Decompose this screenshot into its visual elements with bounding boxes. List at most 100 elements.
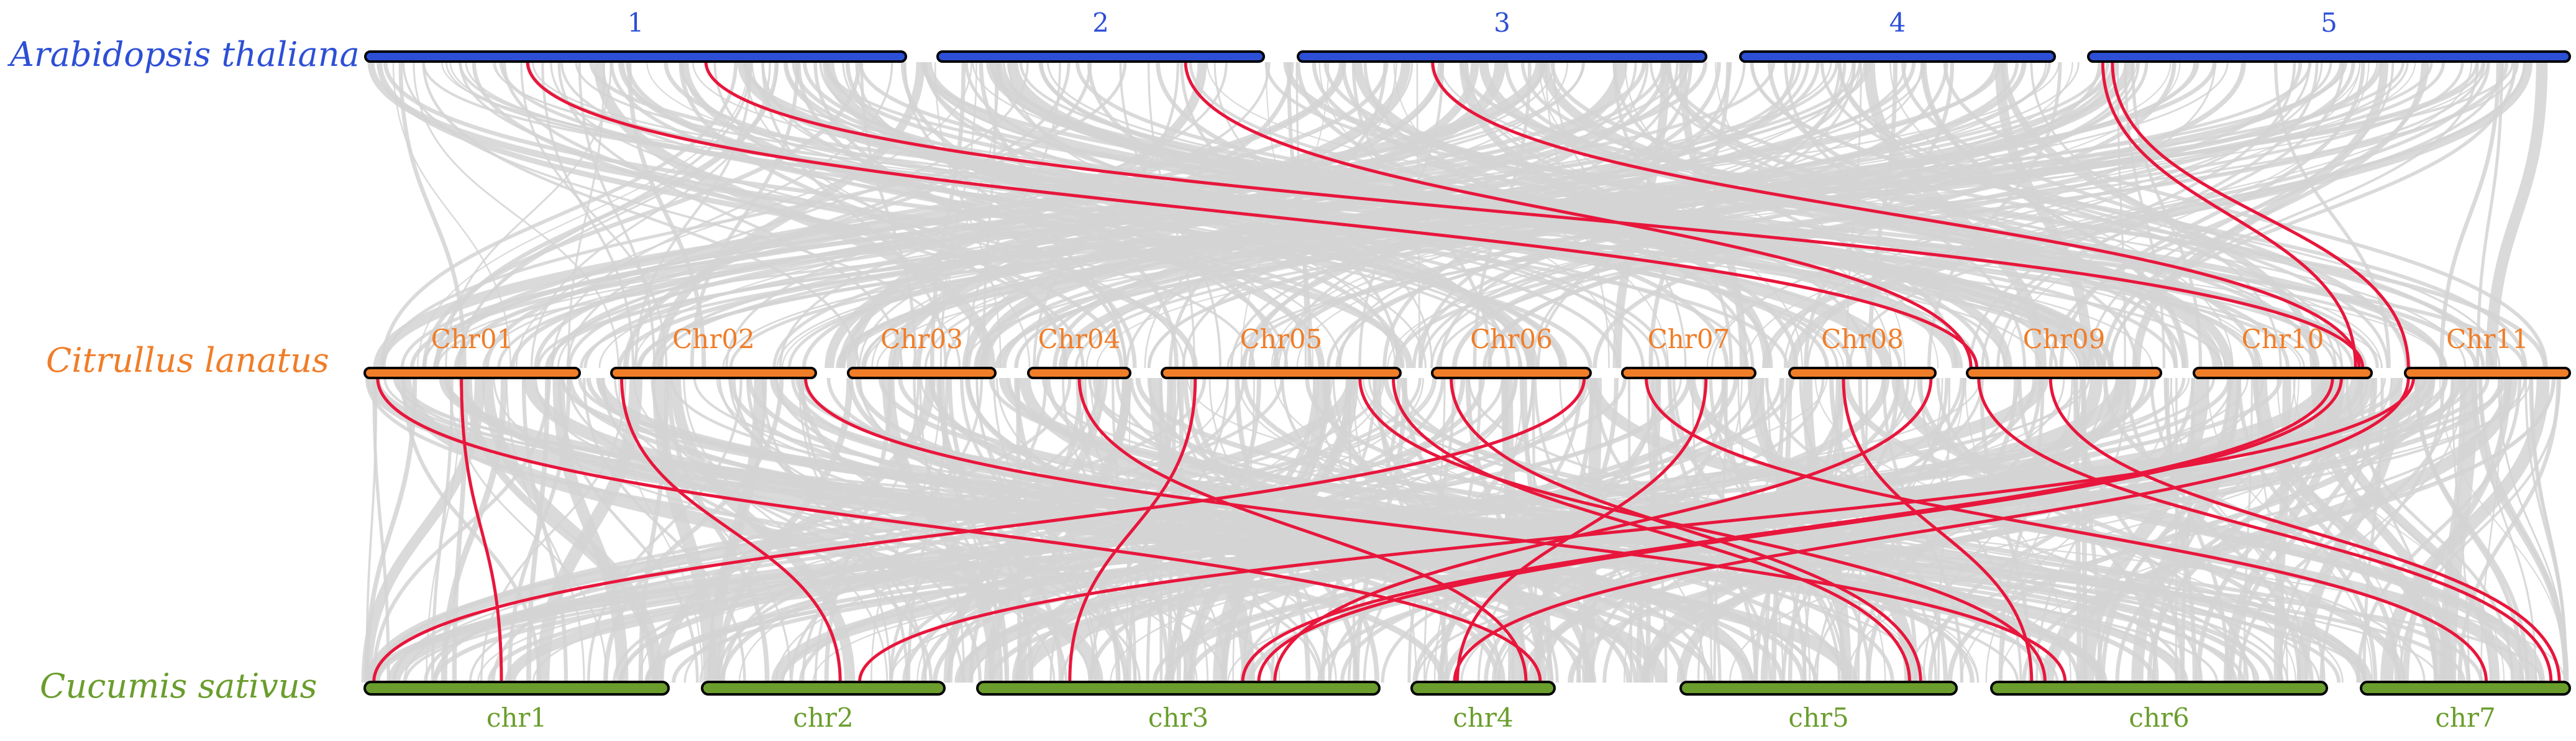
chromosome-bar-1: [364, 50, 907, 63]
background-link: [400, 62, 1776, 369]
background-link: [2206, 377, 2373, 683]
background-link: [1323, 62, 2290, 369]
background-link: [1019, 377, 1753, 683]
background-link: [801, 377, 909, 683]
background-link: [2323, 377, 2500, 683]
background-link: [790, 377, 1108, 683]
highlighted-link: [1273, 377, 1933, 683]
background-link: [1235, 377, 1311, 683]
chromosome-label-chr6: chr6: [2129, 702, 2189, 733]
chromosome-bar-chr1: [363, 681, 670, 696]
background-link: [2362, 377, 2384, 683]
highlighted-link: [858, 377, 2415, 683]
background-link: [550, 62, 1185, 369]
background-link: [2414, 377, 2524, 683]
chromosome-bar-chr09: [1966, 367, 2162, 379]
background-link: [2017, 377, 2159, 683]
chromosome-label-5: 5: [2321, 7, 2337, 38]
chromosome-label-chr11: Chr11: [2446, 324, 2529, 354]
chromosome-label-chr07: Chr07: [1648, 324, 1730, 354]
background-link: [934, 62, 1002, 369]
background-link: [920, 62, 2478, 369]
highlighted-link: [1358, 377, 2047, 683]
highlighted-link: [376, 377, 1542, 683]
chromosome-label-chr05: Chr05: [1240, 324, 1323, 354]
background-link: [2149, 377, 2326, 683]
background-link: [2398, 377, 2562, 683]
highlighted-link: [2111, 61, 2410, 369]
background-link: [367, 62, 1414, 369]
background-link: [1530, 62, 1856, 369]
background-link: [761, 62, 1289, 369]
background-link: [969, 377, 1083, 683]
background-link: [907, 377, 949, 683]
background-link: [398, 62, 467, 369]
highlighted-link: [704, 61, 2365, 369]
highlighted-synteny-links: [372, 61, 2561, 683]
background-link: [1806, 62, 2311, 369]
chromosome-label-1: 1: [628, 7, 644, 38]
highlighted-link: [1068, 377, 1197, 683]
chromosome-bar-4: [1739, 50, 2056, 63]
background-link: [550, 62, 1584, 369]
background-link: [2273, 62, 2391, 369]
background-link: [383, 62, 1592, 369]
background-link: [434, 62, 779, 369]
background-link: [2081, 377, 2103, 683]
background-link: [1058, 62, 2133, 369]
highlighted-link: [1431, 61, 2361, 369]
chromosome-bar-2: [936, 50, 1265, 63]
background-link: [485, 62, 1346, 369]
highlighted-link: [1077, 377, 1528, 683]
chromosome-bar-chr04: [1027, 367, 1131, 379]
background-link: [1087, 62, 1510, 369]
chromosome-label-chr08: Chr08: [1821, 324, 1904, 354]
background-link: [1783, 62, 2216, 369]
chromosome-bar-chr6: [1990, 681, 2328, 696]
chromosome-label-chr10: Chr10: [2242, 324, 2324, 354]
chromosome-bar-chr11: [2404, 367, 2571, 379]
chromosome-label-chr03: Chr03: [880, 324, 963, 354]
background-link: [619, 377, 1828, 683]
background-link: [1455, 377, 2234, 683]
background-link: [2485, 62, 2548, 369]
background-link: [392, 62, 511, 369]
highlighted-link: [372, 377, 1586, 683]
background-link: [1804, 62, 1954, 369]
chromosome-bar-chr7: [2360, 681, 2571, 696]
background-link: [598, 62, 1871, 369]
background-link: [1144, 62, 1397, 369]
background-link: [1318, 62, 1621, 369]
background-link: [2109, 62, 2479, 369]
species-label-citrullus: Citrullus lanatus: [46, 341, 329, 380]
background-link: [975, 377, 1120, 683]
chromosome-bar-chr07: [1621, 367, 1756, 379]
chromosome-bar-chr02: [610, 367, 817, 379]
background-link: [372, 377, 390, 683]
background-link: [422, 62, 860, 369]
species-label-cucumis: Cucumis sativus: [40, 666, 317, 706]
background-link: [1857, 377, 1868, 683]
chromosome-label-chr09: Chr09: [2023, 324, 2106, 354]
background-link: [683, 377, 888, 683]
chromosome-label-3: 3: [1494, 7, 1510, 38]
chromosome-bar-chr4: [1410, 681, 1556, 696]
chromosome-bar-chr3: [976, 681, 1381, 696]
background-link: [678, 62, 1068, 369]
background-link: [888, 62, 1506, 369]
background-link: [2457, 377, 2560, 683]
chromosome-bar-chr05: [1161, 367, 1402, 379]
background-link: [1156, 62, 1729, 369]
background-link: [401, 377, 541, 683]
background-link: [1213, 62, 1433, 369]
chromosome-label-4: 4: [1889, 7, 1906, 38]
background-link: [1889, 62, 2234, 369]
chromosome-bar-chr01: [363, 367, 581, 379]
background-link: [1096, 62, 2416, 369]
chromosome-label-chr4: chr4: [1453, 702, 1513, 733]
background-link: [618, 377, 703, 683]
background-link: [2439, 62, 2501, 369]
background-link: [494, 62, 2301, 369]
background-link: [1751, 62, 2501, 369]
background-link: [839, 62, 2198, 369]
